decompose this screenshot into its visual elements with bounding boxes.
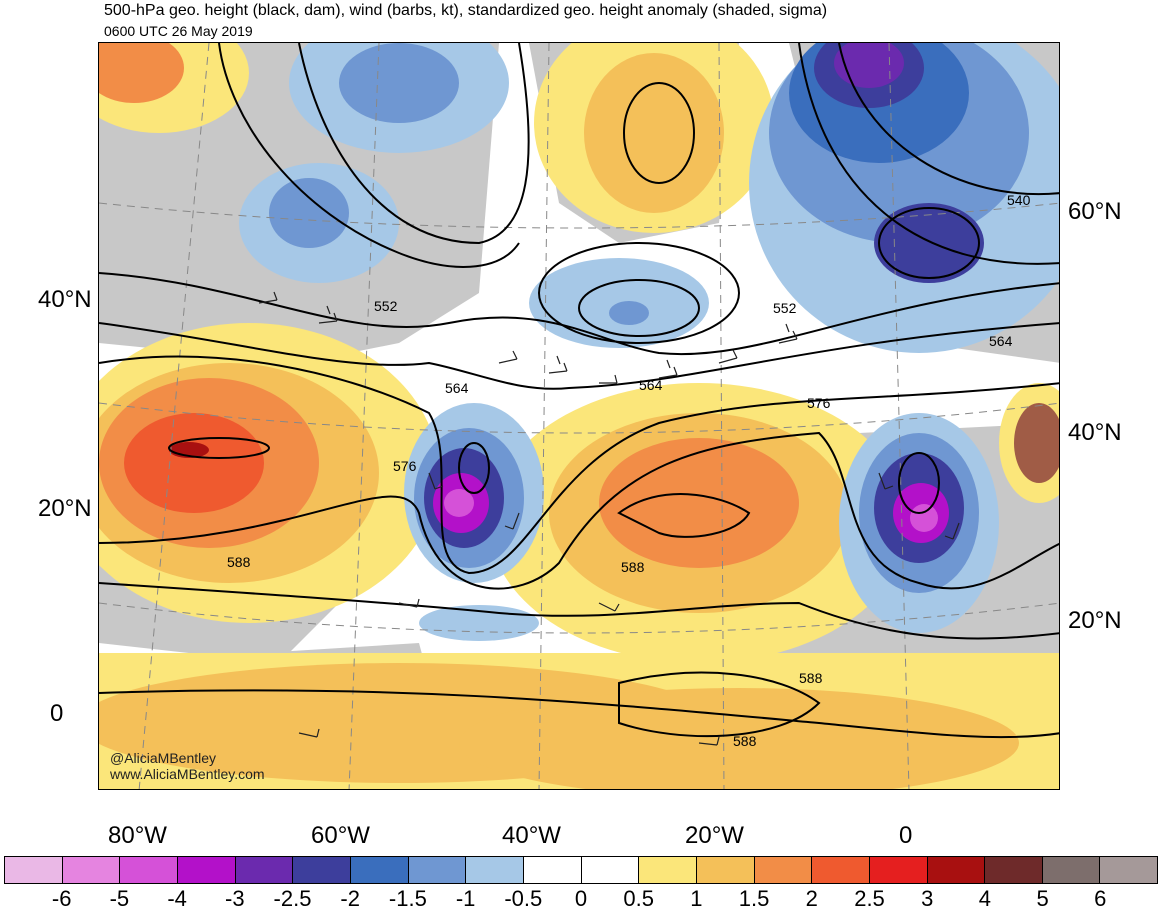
colorbar-swatch bbox=[235, 857, 294, 883]
valid-time: 0600 UTC 26 May 2019 bbox=[104, 23, 253, 39]
colorbar-tick-label: 0 bbox=[574, 886, 588, 911]
lon-label: 20°W bbox=[685, 822, 744, 849]
contour-label: 576 bbox=[807, 395, 831, 411]
colorbar-tick-label: -1.5 bbox=[388, 886, 427, 911]
colorbar-swatch bbox=[5, 857, 63, 883]
graticule bbox=[99, 43, 1059, 789]
colorbar-tick-label: 5 bbox=[1036, 886, 1049, 911]
colorbar-swatch bbox=[350, 857, 409, 883]
colorbar-swatch bbox=[120, 857, 178, 883]
colorbar-tick-label: 2.5 bbox=[854, 886, 885, 911]
credit-handle: @AliciaMBentley bbox=[110, 750, 217, 766]
contour-label: 552 bbox=[773, 300, 797, 316]
contour-label: 588 bbox=[799, 670, 823, 686]
colorbar-tick-label: 4 bbox=[978, 886, 992, 911]
colorbar-tick-label: 6 bbox=[1094, 886, 1107, 911]
lat-label-left: 20°N bbox=[38, 495, 92, 522]
lon-label: 80°W bbox=[108, 822, 167, 849]
contour-label: 588 bbox=[227, 554, 251, 570]
colorbar-swatch bbox=[466, 857, 524, 883]
colorbar-swatch bbox=[927, 857, 986, 883]
colorbar-swatch bbox=[408, 857, 467, 883]
colorbar-swatch bbox=[293, 857, 351, 883]
contour-label: 540 bbox=[1007, 192, 1031, 208]
contour-label: 552 bbox=[374, 298, 398, 314]
map-title: 500-hPa geo. height (black, dam), wind (… bbox=[104, 2, 828, 19]
colorbar-swatch bbox=[754, 857, 813, 883]
colorbar-swatch bbox=[177, 857, 236, 883]
lon-label: 0 bbox=[899, 822, 913, 849]
colorbar-swatch bbox=[1100, 857, 1158, 883]
colorbar-swatch bbox=[696, 857, 755, 883]
lat-label-left: 0 bbox=[50, 700, 64, 727]
colorbar-tick-label: 3 bbox=[921, 886, 934, 911]
colorbar bbox=[4, 856, 1158, 884]
contour-label: 564 bbox=[639, 377, 663, 393]
colorbar-tick-label: -2.5 bbox=[273, 886, 312, 911]
contour-label: 588 bbox=[621, 559, 645, 575]
contour-labels: 552 552 540 564 564 564 576 576 588 588 … bbox=[227, 192, 1031, 749]
lat-label-right: 60°N bbox=[1068, 198, 1122, 225]
colorbar-tick-label: 1.5 bbox=[738, 886, 770, 911]
lat-label-right: 40°N bbox=[1068, 419, 1122, 446]
lat-label-right: 20°N bbox=[1068, 607, 1122, 634]
colorbar-swatch bbox=[1042, 857, 1101, 883]
credit-website: www.AliciaMBentley.com bbox=[110, 766, 265, 782]
colorbar-tick-label: -3 bbox=[225, 886, 245, 911]
contour-label: 564 bbox=[989, 333, 1013, 349]
colorbar-swatch bbox=[62, 857, 121, 883]
contour-label: 564 bbox=[445, 380, 469, 396]
colorbar-tick-label: 0.5 bbox=[623, 886, 654, 911]
wind-barbs bbox=[258, 291, 960, 746]
colorbar-tick-label: -0.5 bbox=[504, 886, 543, 911]
colorbar-swatch bbox=[639, 857, 697, 883]
colorbar-tick-label: 1 bbox=[690, 886, 703, 911]
colorbar-tick-label: -1 bbox=[455, 886, 476, 911]
colorbar-swatch bbox=[523, 857, 582, 883]
colorbar-tick-label: 2 bbox=[805, 886, 818, 911]
colorbar-swatch bbox=[869, 857, 928, 883]
colorbar-swatch bbox=[581, 857, 640, 883]
lat-label-left: 40°N bbox=[38, 286, 92, 313]
colorbar-tick-label: -4 bbox=[167, 886, 187, 911]
colorbar-swatch bbox=[985, 857, 1043, 883]
positive-anomaly-shading bbox=[99, 43, 1059, 789]
lon-label: 60°W bbox=[311, 822, 370, 849]
contour-label: 588 bbox=[733, 733, 757, 749]
colorbar-tick-label: -5 bbox=[109, 886, 130, 911]
height-contours bbox=[99, 43, 1059, 739]
map-canvas: 552 552 540 564 564 564 576 576 588 588 … bbox=[99, 43, 1059, 789]
colorbar-tick-label: -6 bbox=[51, 886, 72, 911]
colorbar-swatch bbox=[812, 857, 870, 883]
contour-label: 576 bbox=[393, 458, 417, 474]
colorbar-tick-label: -2 bbox=[340, 886, 360, 911]
lon-label: 40°W bbox=[502, 822, 561, 849]
map-panel: 552 552 540 564 564 564 576 576 588 588 … bbox=[98, 42, 1060, 790]
